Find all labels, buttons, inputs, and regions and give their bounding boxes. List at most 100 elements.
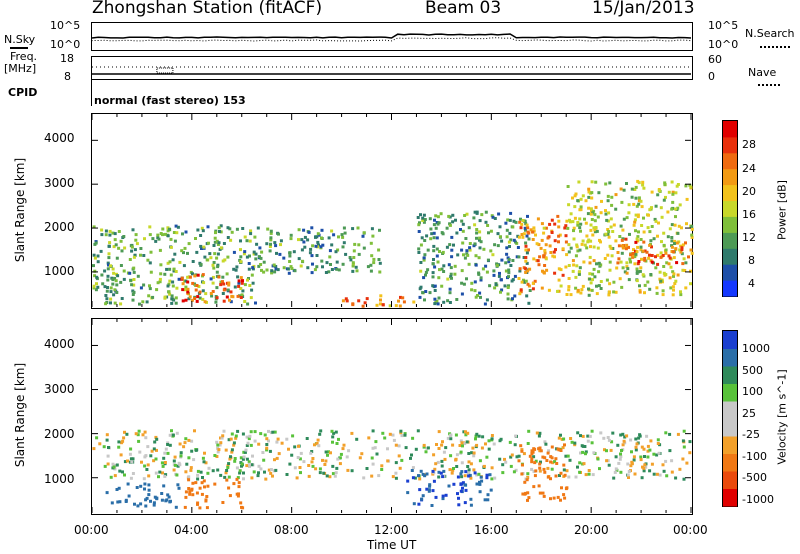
power-cell xyxy=(195,250,199,254)
power-cell xyxy=(268,249,272,253)
power-cell xyxy=(675,261,679,265)
power-cell xyxy=(536,259,540,263)
velocity-cell xyxy=(399,431,403,435)
power-cell xyxy=(398,304,402,308)
power-cell xyxy=(664,251,668,255)
velocity-cell xyxy=(246,441,250,445)
power-cell xyxy=(464,237,468,240)
velocity-cell xyxy=(242,477,245,481)
power-cell xyxy=(527,284,531,288)
power-cell xyxy=(166,234,170,238)
velocity-cell xyxy=(587,469,591,472)
velocity-cell xyxy=(526,491,530,495)
power-cell xyxy=(588,261,592,265)
power-cell xyxy=(181,288,185,292)
velocity-cell xyxy=(152,503,156,507)
power-cell xyxy=(221,280,224,284)
power-cell xyxy=(509,238,513,242)
velocity-cell xyxy=(449,437,453,441)
velocity-cell xyxy=(419,469,423,473)
power-cell xyxy=(363,301,367,305)
power-cell xyxy=(214,231,217,235)
power-cell xyxy=(249,296,253,300)
power-cell xyxy=(529,228,533,232)
power-cell xyxy=(106,261,110,265)
power-cell xyxy=(172,267,176,271)
velocity-cell xyxy=(439,471,443,475)
power-cell xyxy=(505,246,509,250)
power-cell xyxy=(418,287,422,291)
power-cell xyxy=(260,250,264,254)
power-cell xyxy=(131,293,135,296)
power-cell xyxy=(634,185,638,189)
power-cell xyxy=(629,253,633,257)
velocity-cell xyxy=(106,462,110,466)
power-cell xyxy=(633,188,637,191)
velocity-cell xyxy=(643,455,646,458)
power-cell xyxy=(633,262,637,266)
power-cell xyxy=(565,219,569,223)
velocity-cell xyxy=(380,464,384,468)
power-cell xyxy=(518,220,522,224)
velocity-cell xyxy=(299,471,302,475)
power-cell xyxy=(564,224,568,228)
power-cell xyxy=(423,218,427,221)
velocity-cell xyxy=(428,484,432,488)
power-cell xyxy=(636,213,640,217)
velocity-cell xyxy=(265,437,269,441)
power-cell xyxy=(607,230,611,233)
velocity-cell xyxy=(656,442,660,445)
power-cell xyxy=(448,223,452,227)
power-cell xyxy=(474,254,478,258)
velocity-cell xyxy=(318,471,322,475)
power-ytick: 2000 xyxy=(44,220,75,234)
power-cell xyxy=(567,243,571,247)
power-cell xyxy=(212,266,216,270)
power-cell xyxy=(202,245,206,249)
velocity-cell xyxy=(568,458,572,462)
velocity-cell xyxy=(607,463,611,467)
power-cell xyxy=(516,234,520,238)
velocity-cell xyxy=(386,447,389,451)
power-cell xyxy=(453,272,457,276)
velocity-cell xyxy=(230,432,234,436)
velocity-cell xyxy=(154,435,158,439)
power-cell xyxy=(567,288,571,292)
velocity-cell xyxy=(537,484,541,488)
velocity-cell xyxy=(117,440,121,444)
power-cell xyxy=(174,224,178,228)
power-cell xyxy=(337,235,340,239)
velocity-cell xyxy=(456,475,460,479)
velocity-cell xyxy=(441,497,445,501)
velocity-cell xyxy=(514,434,518,438)
velocity-cell xyxy=(563,496,567,500)
velocity-cell xyxy=(374,440,378,444)
power-cell xyxy=(652,237,656,241)
velocity-cell xyxy=(478,459,482,463)
velocity-cell xyxy=(413,476,417,480)
power-cell xyxy=(527,248,530,252)
power-cell xyxy=(418,295,422,299)
power-cell xyxy=(101,282,105,286)
power-colorbar-band xyxy=(723,232,737,249)
velocity-cell xyxy=(261,451,265,454)
power-cell xyxy=(430,232,434,236)
power-cell xyxy=(520,222,524,226)
power-cell xyxy=(591,233,595,237)
velocity-cell xyxy=(233,459,237,463)
velocity-cell xyxy=(586,439,590,443)
velocity-cell xyxy=(204,461,208,465)
power-cell xyxy=(539,246,543,250)
power-cell xyxy=(611,230,615,233)
power-cell xyxy=(161,227,165,231)
power-cell xyxy=(247,267,251,271)
freq-panel xyxy=(91,56,693,80)
velocity-cell xyxy=(222,429,226,433)
power-cell xyxy=(473,280,477,284)
power-cell xyxy=(576,221,580,224)
power-cell xyxy=(106,278,110,282)
velocity-cell xyxy=(264,477,268,481)
power-cell xyxy=(429,227,433,231)
velocity-cell xyxy=(265,443,269,446)
power-cell xyxy=(351,269,355,273)
